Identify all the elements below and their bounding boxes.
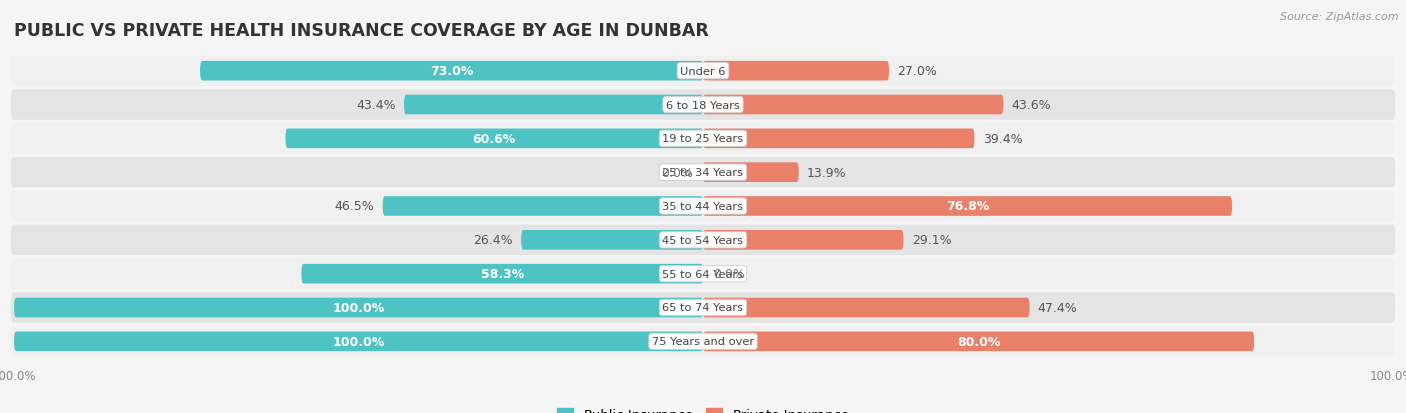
FancyBboxPatch shape [703, 129, 974, 149]
Text: 55 to 64 Years: 55 to 64 Years [662, 269, 744, 279]
FancyBboxPatch shape [703, 197, 1232, 216]
Text: 25 to 34 Years: 25 to 34 Years [662, 168, 744, 178]
FancyBboxPatch shape [404, 95, 703, 115]
FancyBboxPatch shape [285, 129, 703, 149]
Text: 6 to 18 Years: 6 to 18 Years [666, 100, 740, 110]
Text: Source: ZipAtlas.com: Source: ZipAtlas.com [1281, 12, 1399, 22]
FancyBboxPatch shape [703, 163, 799, 183]
FancyBboxPatch shape [11, 158, 1395, 188]
FancyBboxPatch shape [14, 298, 703, 318]
Text: 73.0%: 73.0% [430, 65, 474, 78]
FancyBboxPatch shape [11, 259, 1395, 289]
Text: 58.3%: 58.3% [481, 268, 524, 280]
Text: 65 to 74 Years: 65 to 74 Years [662, 303, 744, 313]
Text: 46.5%: 46.5% [335, 200, 374, 213]
Text: 45 to 54 Years: 45 to 54 Years [662, 235, 744, 245]
FancyBboxPatch shape [11, 191, 1395, 222]
Text: 0.0%: 0.0% [713, 268, 745, 280]
Text: 43.4%: 43.4% [356, 99, 395, 112]
Text: 100.0%: 100.0% [332, 301, 385, 314]
FancyBboxPatch shape [703, 230, 904, 250]
Text: 100.0%: 100.0% [332, 335, 385, 348]
FancyBboxPatch shape [11, 90, 1395, 121]
Legend: Public Insurance, Private Insurance: Public Insurance, Private Insurance [553, 402, 853, 413]
FancyBboxPatch shape [382, 197, 703, 216]
FancyBboxPatch shape [522, 230, 703, 250]
Text: 39.4%: 39.4% [983, 133, 1022, 145]
Text: 27.0%: 27.0% [897, 65, 938, 78]
Text: 75 Years and over: 75 Years and over [652, 337, 754, 347]
FancyBboxPatch shape [11, 56, 1395, 87]
Text: 13.9%: 13.9% [807, 166, 846, 179]
FancyBboxPatch shape [11, 124, 1395, 154]
Text: Under 6: Under 6 [681, 66, 725, 76]
FancyBboxPatch shape [14, 332, 703, 351]
Text: 26.4%: 26.4% [474, 234, 513, 247]
FancyBboxPatch shape [703, 95, 1004, 115]
FancyBboxPatch shape [703, 298, 1029, 318]
FancyBboxPatch shape [200, 62, 703, 81]
Text: 0.0%: 0.0% [661, 166, 693, 179]
FancyBboxPatch shape [11, 292, 1395, 323]
Text: 76.8%: 76.8% [946, 200, 990, 213]
FancyBboxPatch shape [11, 326, 1395, 357]
Text: 35 to 44 Years: 35 to 44 Years [662, 202, 744, 211]
Text: PUBLIC VS PRIVATE HEALTH INSURANCE COVERAGE BY AGE IN DUNBAR: PUBLIC VS PRIVATE HEALTH INSURANCE COVER… [14, 22, 709, 40]
Text: 19 to 25 Years: 19 to 25 Years [662, 134, 744, 144]
FancyBboxPatch shape [11, 225, 1395, 255]
Text: 60.6%: 60.6% [472, 133, 516, 145]
Text: 80.0%: 80.0% [957, 335, 1000, 348]
FancyBboxPatch shape [703, 62, 889, 81]
FancyBboxPatch shape [301, 264, 703, 284]
Text: 43.6%: 43.6% [1012, 99, 1052, 112]
Text: 29.1%: 29.1% [911, 234, 952, 247]
Text: 47.4%: 47.4% [1038, 301, 1077, 314]
FancyBboxPatch shape [703, 332, 1254, 351]
